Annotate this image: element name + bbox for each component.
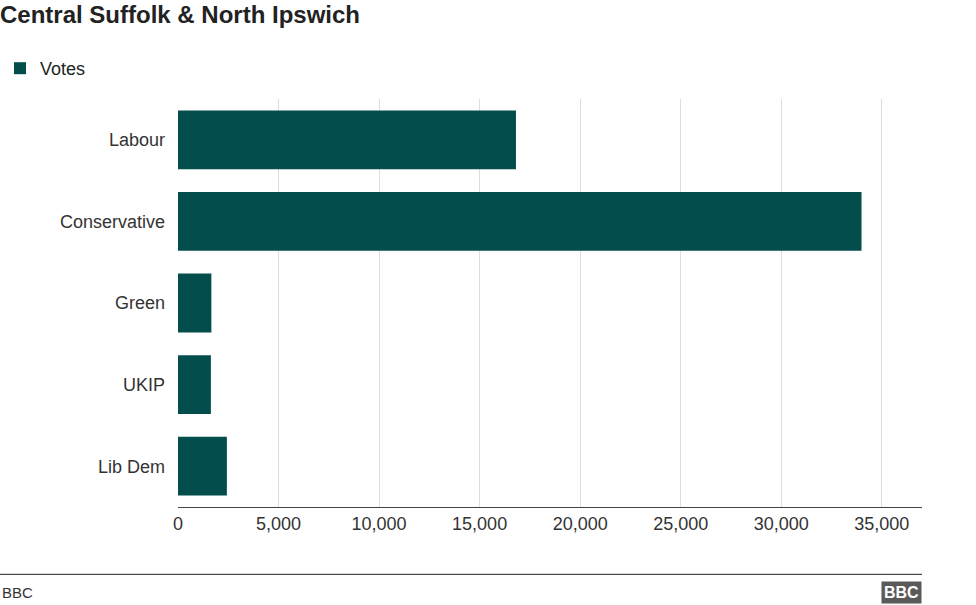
svg-text:BBC: BBC — [884, 584, 919, 601]
svg-text:30,000: 30,000 — [754, 514, 809, 534]
svg-text:10,000: 10,000 — [352, 514, 407, 534]
svg-text:35,000: 35,000 — [854, 514, 909, 534]
svg-text:15,000: 15,000 — [452, 514, 507, 534]
svg-text:0: 0 — [173, 514, 183, 534]
svg-text:25,000: 25,000 — [653, 514, 708, 534]
svg-text:Green: Green — [115, 293, 165, 313]
svg-text:Conservative: Conservative — [60, 212, 165, 232]
svg-text:20,000: 20,000 — [553, 514, 608, 534]
svg-text:Votes: Votes — [40, 59, 85, 79]
svg-text:Lib Dem: Lib Dem — [98, 457, 165, 477]
svg-text:BBC: BBC — [2, 584, 33, 601]
svg-text:UKIP: UKIP — [123, 375, 165, 395]
svg-text:Labour: Labour — [109, 130, 165, 150]
svg-text:Central Suffolk & North Ipswic: Central Suffolk & North Ipswich — [0, 1, 360, 28]
svg-text:5,000: 5,000 — [256, 514, 301, 534]
